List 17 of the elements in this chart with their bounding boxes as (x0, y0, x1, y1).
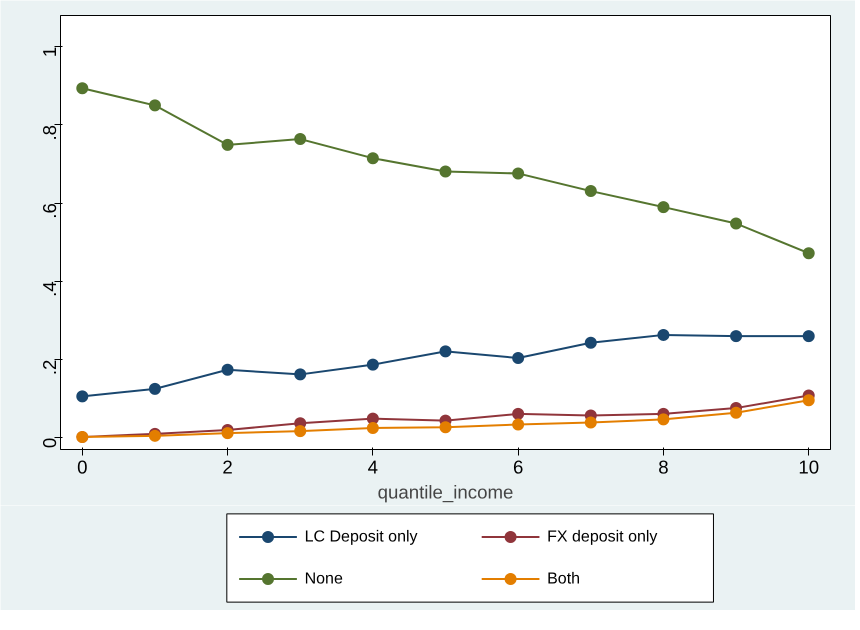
y-tick-label: .6 (39, 203, 60, 219)
y-tick-label: 1 (39, 46, 60, 58)
x-axis-title: quantile_income (378, 482, 514, 502)
y-tick-label: 0 (39, 438, 60, 448)
legend-label: FX deposit only (547, 528, 658, 546)
legend-label: Both (547, 570, 580, 588)
y-tick-label: .8 (39, 124, 60, 141)
x-tick-label: 0 (77, 456, 88, 478)
legend-label: LC Deposit only (304, 528, 418, 546)
y-tick-label: .4 (39, 281, 60, 297)
y-tick-label: .2 (39, 360, 60, 376)
legend-label: None (304, 570, 343, 588)
x-tick-label: 6 (512, 456, 524, 478)
x-tick-label: 4 (368, 456, 378, 478)
x-tick-label: 2 (222, 456, 233, 478)
x-tick-label: 10 (798, 456, 820, 478)
x-tick-label: 8 (658, 456, 669, 478)
